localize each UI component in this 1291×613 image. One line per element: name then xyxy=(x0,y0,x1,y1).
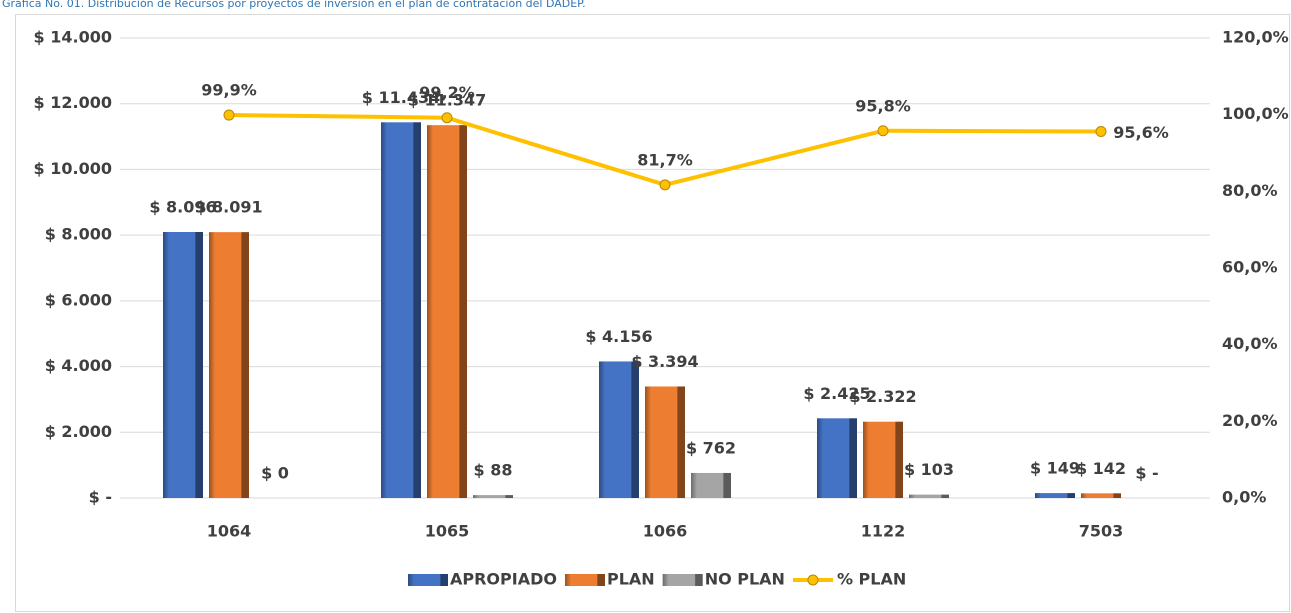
bar-shade xyxy=(1081,493,1121,498)
data-label: $ 142 xyxy=(1076,459,1126,478)
bar-shade xyxy=(691,472,731,498)
legend-label: APROPIADO xyxy=(450,570,557,589)
legend-swatch-shade xyxy=(564,574,605,586)
chart-title: Gráfica No. 01. Distribución de Recursos… xyxy=(2,0,586,10)
line-point xyxy=(877,125,889,137)
bar-shade xyxy=(381,122,421,498)
legend-swatch-shade xyxy=(408,574,448,586)
y2-tick-label: 40,0% xyxy=(1222,334,1278,353)
data-label: 99,2% xyxy=(419,83,475,102)
data-label: $ 88 xyxy=(474,461,513,480)
y-tick-label: $ 6.000 xyxy=(45,290,112,309)
line-point xyxy=(441,112,453,124)
y2-tick-label: 120,0% xyxy=(1222,28,1289,47)
data-label: $ 11.347 xyxy=(408,91,486,110)
data-label: $ 2.425 xyxy=(803,384,870,403)
legend-label: % PLAN xyxy=(837,570,906,589)
bar-shade xyxy=(817,418,857,498)
data-label: $ 2.322 xyxy=(849,387,916,406)
data-label: $ 103 xyxy=(904,460,954,479)
legend-marker xyxy=(807,574,819,586)
data-label: $ 8.096 xyxy=(149,197,216,216)
data-label: $ 8.091 xyxy=(195,198,262,217)
data-label: 99,9% xyxy=(201,81,257,100)
bar-shade xyxy=(909,494,949,498)
bar-shade xyxy=(427,125,467,499)
bar-shade xyxy=(645,386,685,498)
chart-border xyxy=(15,14,1290,612)
y2-tick-label: 0,0% xyxy=(1222,488,1266,507)
legend-label: PLAN xyxy=(607,570,655,589)
bar-shade xyxy=(599,361,639,498)
data-label: $ 4.156 xyxy=(585,327,652,346)
y2-tick-label: 80,0% xyxy=(1222,181,1278,200)
legend-label: NO PLAN xyxy=(705,570,785,589)
bar-shade xyxy=(863,421,903,498)
bar-shade xyxy=(209,232,249,498)
data-label: $ - xyxy=(1135,464,1158,483)
y-tick-label: $ 14.000 xyxy=(34,28,112,47)
bar-shade xyxy=(1035,493,1075,498)
data-label: $ 3.394 xyxy=(631,352,698,371)
y-tick-label: $ 10.000 xyxy=(34,159,112,178)
data-label: $ 11.434 xyxy=(362,88,440,107)
y2-tick-label: 100,0% xyxy=(1222,104,1289,123)
x-tick-label: 1064 xyxy=(207,522,252,541)
data-label: 81,7% xyxy=(637,150,693,169)
data-label: $ 0 xyxy=(261,464,289,483)
data-label: $ 149 xyxy=(1030,459,1080,478)
legend-swatch-shade xyxy=(662,574,703,586)
y-tick-label: $ 2.000 xyxy=(45,422,112,441)
y2-tick-label: 20,0% xyxy=(1222,411,1278,430)
bar-shade xyxy=(473,495,513,498)
line-point xyxy=(223,109,235,121)
data-label: 95,6% xyxy=(1113,123,1169,142)
bar-shade xyxy=(163,231,203,498)
x-tick-label: 1065 xyxy=(425,522,470,541)
x-tick-label: 1066 xyxy=(643,522,688,541)
y-tick-label: $ - xyxy=(89,488,112,507)
y-tick-label: $ 4.000 xyxy=(45,356,112,375)
data-label: 95,8% xyxy=(855,96,911,115)
line-point xyxy=(659,179,671,191)
x-tick-label: 7503 xyxy=(1079,522,1124,541)
data-label: $ 762 xyxy=(686,438,736,457)
y2-tick-label: 60,0% xyxy=(1222,258,1278,277)
y-tick-label: $ 12.000 xyxy=(34,93,112,112)
line-point xyxy=(1095,126,1107,138)
y-tick-label: $ 8.000 xyxy=(45,225,112,244)
x-tick-label: 1122 xyxy=(861,522,906,541)
